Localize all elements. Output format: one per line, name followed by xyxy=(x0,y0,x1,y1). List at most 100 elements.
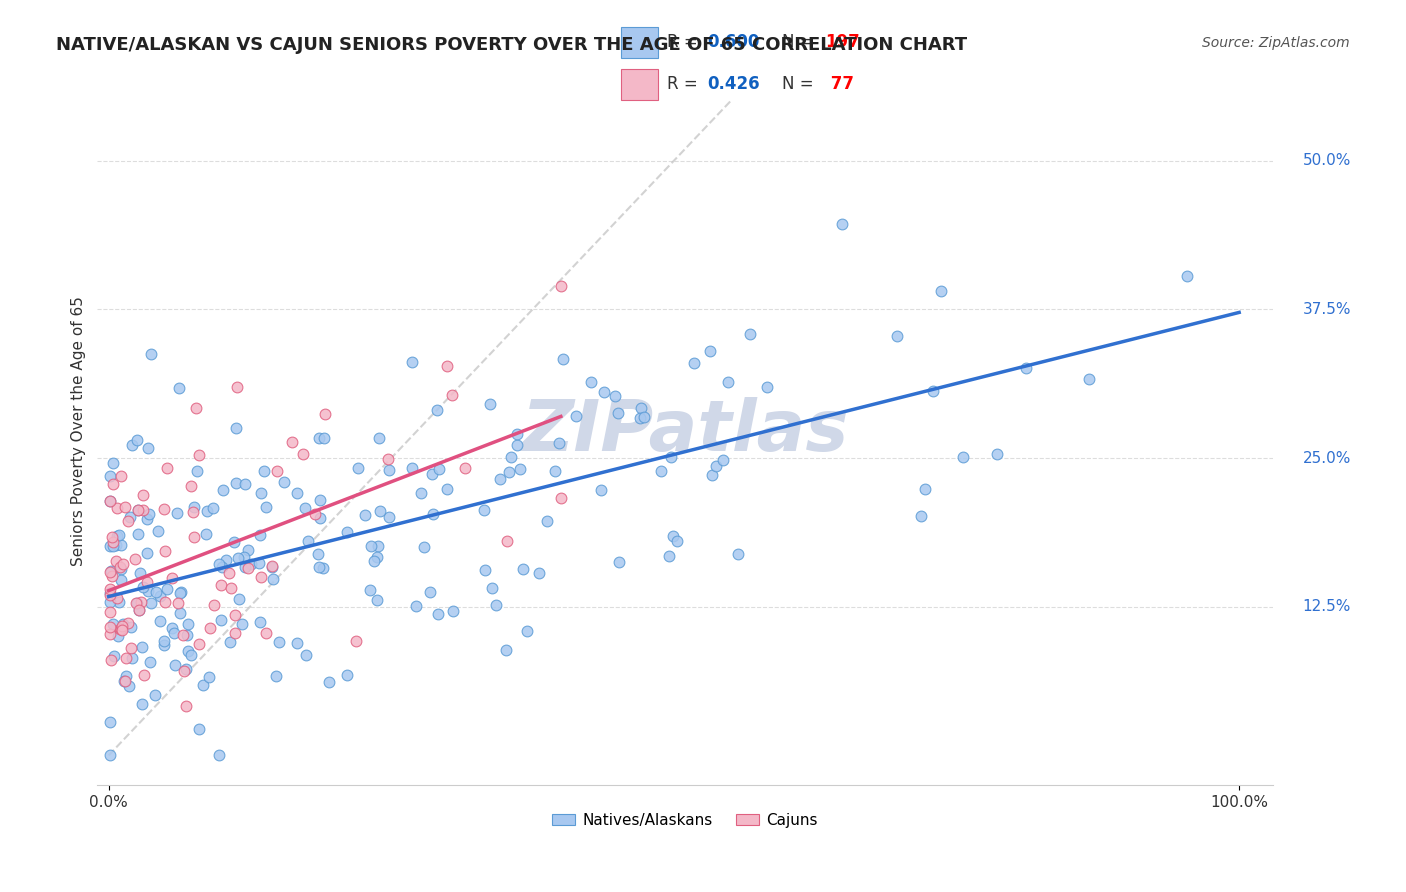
Point xyxy=(232,549,254,564)
Point xyxy=(280,434,302,449)
Point xyxy=(224,607,246,622)
Text: Source: ZipAtlas.com: Source: ZipAtlas.com xyxy=(1202,36,1350,50)
Point xyxy=(308,560,330,574)
Point xyxy=(309,511,332,525)
Point xyxy=(236,542,259,557)
Point xyxy=(141,347,163,361)
Text: 197: 197 xyxy=(825,33,860,51)
Point xyxy=(132,581,155,595)
Point xyxy=(101,456,124,470)
Point xyxy=(138,655,160,669)
Point xyxy=(104,538,127,552)
Point xyxy=(110,573,132,587)
Point xyxy=(103,649,125,664)
Point xyxy=(100,595,122,609)
Text: 0.600: 0.600 xyxy=(707,33,759,51)
Point xyxy=(886,329,908,343)
Point xyxy=(129,595,152,609)
Point xyxy=(184,401,207,415)
Point xyxy=(197,503,219,517)
Point xyxy=(550,279,572,293)
Point xyxy=(115,650,138,665)
Point xyxy=(100,652,122,666)
Point xyxy=(929,284,952,298)
Point xyxy=(163,626,186,640)
Point xyxy=(118,679,141,693)
Point xyxy=(309,493,332,508)
Point xyxy=(287,635,309,649)
Point xyxy=(125,596,148,610)
Point xyxy=(177,616,200,631)
Point xyxy=(153,502,176,516)
Text: R =: R = xyxy=(668,33,703,51)
Point xyxy=(360,539,382,553)
Point xyxy=(367,539,389,553)
Point xyxy=(436,482,458,496)
Point xyxy=(218,566,240,580)
Point xyxy=(225,421,247,435)
Point xyxy=(231,617,253,632)
Point xyxy=(100,564,122,578)
Point xyxy=(427,462,450,476)
Point xyxy=(304,507,326,521)
Point xyxy=(420,467,443,482)
Point xyxy=(661,529,683,543)
Point xyxy=(633,409,655,424)
Point xyxy=(155,595,177,609)
Point xyxy=(208,557,231,571)
Point xyxy=(368,504,391,518)
Text: 37.5%: 37.5% xyxy=(1302,301,1351,317)
Point xyxy=(98,620,121,634)
Point xyxy=(312,431,335,445)
Point xyxy=(219,582,242,596)
Point xyxy=(630,401,652,415)
Point xyxy=(509,462,531,476)
Point xyxy=(253,464,276,478)
Point xyxy=(128,566,150,581)
Point xyxy=(910,509,932,524)
Point xyxy=(727,547,749,561)
Point xyxy=(285,486,308,500)
Point xyxy=(114,674,136,689)
Point xyxy=(107,629,129,643)
Point xyxy=(136,546,159,560)
Point xyxy=(831,217,853,231)
Point xyxy=(419,585,441,599)
Point xyxy=(474,563,496,577)
Point xyxy=(186,464,208,478)
Point xyxy=(136,574,159,589)
Point xyxy=(98,566,121,580)
Point xyxy=(233,476,256,491)
Point xyxy=(198,621,221,635)
Point xyxy=(308,431,330,445)
Point xyxy=(1078,372,1101,386)
Point xyxy=(378,510,401,524)
Point xyxy=(156,582,179,596)
Point xyxy=(228,551,250,566)
Point xyxy=(103,539,125,553)
Point xyxy=(183,500,205,514)
Point xyxy=(378,463,401,477)
Point xyxy=(135,511,157,525)
Point xyxy=(112,616,135,631)
Point xyxy=(110,562,132,576)
Point xyxy=(401,355,423,369)
Point xyxy=(499,450,522,464)
Point xyxy=(481,581,503,595)
Point xyxy=(658,549,681,563)
Point xyxy=(318,675,340,690)
Point xyxy=(153,633,176,648)
Point xyxy=(496,534,519,549)
Point xyxy=(273,475,295,490)
Point xyxy=(589,483,612,497)
Text: N =: N = xyxy=(782,75,818,93)
Point xyxy=(115,669,138,683)
Point xyxy=(149,589,172,603)
Point xyxy=(180,648,202,663)
Point xyxy=(176,628,198,642)
Point xyxy=(659,450,682,465)
Point xyxy=(986,447,1008,461)
Point xyxy=(548,435,571,450)
Point xyxy=(180,479,202,493)
Point xyxy=(454,461,477,475)
